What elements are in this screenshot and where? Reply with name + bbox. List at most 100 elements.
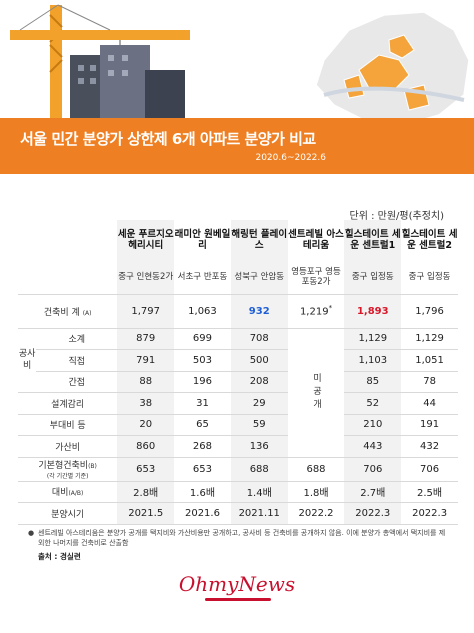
col-location: 중구 입정동 bbox=[401, 260, 458, 295]
cell: 1,797 bbox=[117, 294, 175, 329]
cell: 85 bbox=[344, 371, 402, 393]
cell: 860 bbox=[117, 435, 175, 458]
cell: 1,051 bbox=[401, 349, 458, 372]
col-location: 중구 입정동 bbox=[344, 260, 402, 295]
cell: 44 bbox=[401, 392, 458, 415]
cell: 210 bbox=[344, 414, 402, 436]
col-header: 힐스테이트 세운 센트럴1 bbox=[344, 220, 402, 260]
table-row: 건축비 계 (A) 1,797 1,063 932 1,219* 1,893 1… bbox=[18, 294, 458, 329]
bullet-icon: ● bbox=[28, 529, 35, 537]
cell: 791 bbox=[117, 349, 175, 372]
cell: 65 bbox=[174, 414, 231, 436]
cell: 2.5배 bbox=[401, 481, 458, 503]
row-label: 직접 bbox=[36, 349, 118, 372]
cell: 78 bbox=[401, 371, 458, 393]
cell: 932 bbox=[230, 294, 288, 329]
cell: 500 bbox=[230, 349, 288, 372]
col-header: 힐스테이트 세운 센트럴2 bbox=[401, 229, 458, 251]
cell: 706 bbox=[401, 457, 458, 482]
comparison-table: 세운 푸르지오 헤리시티 래미안 원베일리 해링턴 플레이스 센트레빌 아스테리… bbox=[18, 220, 458, 525]
cell: 699 bbox=[174, 328, 231, 350]
cell: 653 bbox=[174, 457, 231, 482]
cell: 688 bbox=[287, 457, 345, 482]
cell: 1,219* bbox=[287, 294, 345, 329]
period-label: 2020.6~2022.6 bbox=[255, 153, 326, 163]
cell: 38 bbox=[117, 392, 175, 415]
col-header: 센트레빌 아스테리움 bbox=[288, 229, 344, 251]
cell: 29 bbox=[230, 392, 288, 415]
cell: 1,103 bbox=[344, 349, 402, 372]
table-row: 직접 791 503 500 1,103 1,051 bbox=[18, 349, 458, 372]
table-row: 설계감리 38 31 29 52 44 bbox=[18, 392, 458, 415]
unit-label: 단위 : 만원/평(추정치) bbox=[349, 211, 445, 222]
cell: 88 bbox=[117, 371, 175, 393]
cell: 879 bbox=[117, 328, 175, 350]
col-header: 래미안 원베일리 bbox=[174, 229, 231, 251]
cell: 653 bbox=[117, 457, 175, 482]
cell: 706 bbox=[344, 457, 402, 482]
cell: 2022.3 bbox=[401, 502, 458, 525]
row-label: 기본형건축비(B) (각 기간별 기준) bbox=[18, 457, 118, 482]
footnote: ● 센트레빌 아스테리움은 분양가 공개를 택지비와 가산비용만 공개하고, 공… bbox=[28, 529, 446, 547]
cell: 1.6배 bbox=[174, 481, 231, 503]
row-label: 가산비 bbox=[18, 435, 118, 458]
ohmynews-logo: OhmyNews bbox=[178, 572, 296, 596]
row-label: 간접 bbox=[36, 371, 118, 393]
cell: 1,796 bbox=[401, 294, 458, 329]
row-label: 대비(A/B) bbox=[18, 481, 118, 503]
group-label: 공사비 bbox=[18, 328, 37, 393]
cell: 708 bbox=[230, 328, 288, 350]
cell: 268 bbox=[174, 435, 231, 458]
table-row: 부대비 등 20 65 59 210 191 bbox=[18, 414, 458, 436]
cell: 2021.11 bbox=[230, 502, 288, 525]
table-row: 대비(A/B) 2.8배 1.6배 1.4배 1.8배 2.7배 2.5배 bbox=[18, 481, 458, 503]
col-location: 영등포구 영등포동2가 bbox=[287, 260, 345, 295]
col-location: 중구 인현동2가 bbox=[117, 260, 175, 295]
col-header: 해링턴 플레이스 bbox=[230, 220, 288, 260]
table-row: 공사비 소계 879 699 708 미공개 1,129 1,129 bbox=[18, 328, 458, 458]
cell: 503 bbox=[174, 349, 231, 372]
cell: 2.7배 bbox=[344, 481, 402, 503]
logo-underline bbox=[205, 598, 271, 601]
cell: 2021.5 bbox=[117, 502, 175, 525]
page-title: 서울 민간 분양가 상한제 6개 아파트 분양가 비교 bbox=[20, 130, 316, 148]
row-label: 설계감리 bbox=[18, 392, 118, 415]
cell: 1,893 bbox=[344, 294, 402, 329]
source-label: 출처 : 경실련 bbox=[38, 552, 81, 561]
crane-building-illustration bbox=[10, 4, 190, 120]
col-location: 성북구 안암동 bbox=[230, 260, 288, 295]
cell: 196 bbox=[174, 371, 231, 393]
table-row: 기본형건축비(B) (각 기간별 기준) 653 653 688 688 706 … bbox=[18, 457, 458, 482]
cell: 2022.2 bbox=[287, 502, 345, 525]
cell: 1,063 bbox=[174, 294, 231, 329]
row-label: 건축비 계 (A) bbox=[18, 294, 118, 329]
cell: 31 bbox=[174, 392, 231, 415]
cell: 1,129 bbox=[344, 328, 402, 350]
cell: 52 bbox=[344, 392, 402, 415]
seoul-map-icon bbox=[315, 11, 470, 126]
cell: 443 bbox=[344, 435, 402, 458]
row-label: 부대비 등 bbox=[18, 414, 118, 436]
row-label: 소계 bbox=[36, 328, 118, 350]
cell: 688 bbox=[230, 457, 288, 482]
row-label: 분양시기 bbox=[18, 502, 118, 525]
table-header-names: 세운 푸르지오 헤리시티 래미안 원베일리 해링턴 플레이스 센트레빌 아스테리… bbox=[18, 220, 458, 260]
cell: 59 bbox=[230, 414, 288, 436]
undisclosed-cell: 미공개 bbox=[287, 328, 345, 458]
cell: 1,129 bbox=[401, 328, 458, 350]
cell: 191 bbox=[401, 414, 458, 436]
table-row: 분양시기 2021.5 2021.6 2021.11 2022.2 2022.3… bbox=[18, 502, 458, 525]
title-banner bbox=[0, 118, 474, 174]
cell: 208 bbox=[230, 371, 288, 393]
cell: 2021.6 bbox=[174, 502, 231, 525]
col-location: 서초구 반포동 bbox=[174, 260, 231, 295]
cell: 1.4배 bbox=[230, 481, 288, 503]
table-row: 간접 88 196 208 85 78 bbox=[18, 371, 458, 393]
table-header-locations: 중구 인현동2가 서초구 반포동 성북구 안암동 영등포구 영등포동2가 중구 … bbox=[18, 260, 458, 295]
cell: 1.8배 bbox=[287, 481, 345, 503]
cell: 432 bbox=[401, 435, 458, 458]
cell: 2.8배 bbox=[117, 481, 175, 503]
table-row: 가산비 860 268 136 443 432 bbox=[18, 435, 458, 458]
col-header: 세운 푸르지오 헤리시티 bbox=[117, 220, 175, 260]
cell: 20 bbox=[117, 414, 175, 436]
